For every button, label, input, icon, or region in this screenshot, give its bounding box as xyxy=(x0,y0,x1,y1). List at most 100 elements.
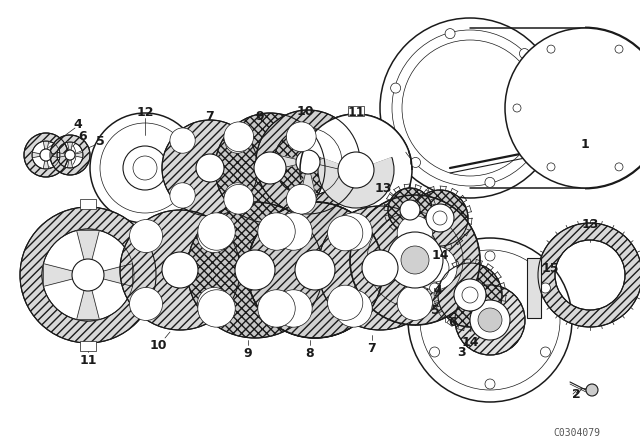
Circle shape xyxy=(547,163,555,171)
Text: 9: 9 xyxy=(256,109,264,122)
Text: 3: 3 xyxy=(458,345,467,358)
Text: 9: 9 xyxy=(244,346,252,359)
Circle shape xyxy=(426,204,454,232)
Circle shape xyxy=(388,188,432,232)
Circle shape xyxy=(505,28,640,188)
Polygon shape xyxy=(77,230,99,259)
Circle shape xyxy=(224,122,253,151)
Circle shape xyxy=(318,206,442,330)
Circle shape xyxy=(300,114,412,226)
Text: 10: 10 xyxy=(149,339,167,352)
Circle shape xyxy=(215,113,325,223)
Circle shape xyxy=(335,290,372,327)
Polygon shape xyxy=(275,155,296,170)
Circle shape xyxy=(187,202,323,338)
Circle shape xyxy=(397,285,433,320)
Circle shape xyxy=(275,290,312,327)
Text: 7: 7 xyxy=(205,109,214,122)
Text: 4: 4 xyxy=(434,284,442,297)
Polygon shape xyxy=(44,263,72,286)
Circle shape xyxy=(196,154,224,182)
Text: C0304079: C0304079 xyxy=(553,428,600,438)
Circle shape xyxy=(408,238,572,402)
Circle shape xyxy=(198,290,236,327)
Wedge shape xyxy=(50,135,90,175)
Circle shape xyxy=(485,379,495,389)
Circle shape xyxy=(413,246,457,290)
Text: 14: 14 xyxy=(431,249,449,262)
Text: 1: 1 xyxy=(580,138,589,151)
Circle shape xyxy=(198,213,236,250)
Circle shape xyxy=(198,288,230,320)
Circle shape xyxy=(540,347,550,357)
Polygon shape xyxy=(300,129,316,150)
Circle shape xyxy=(397,215,433,251)
Circle shape xyxy=(520,48,529,59)
Circle shape xyxy=(120,210,240,330)
Text: 6: 6 xyxy=(449,315,458,328)
Bar xyxy=(238,263,250,277)
Circle shape xyxy=(247,202,383,338)
Circle shape xyxy=(586,384,598,396)
Polygon shape xyxy=(44,161,49,169)
Circle shape xyxy=(397,230,473,306)
Circle shape xyxy=(454,279,486,311)
Circle shape xyxy=(44,139,76,171)
Text: 12: 12 xyxy=(136,105,154,119)
Circle shape xyxy=(421,254,449,282)
Circle shape xyxy=(523,46,640,170)
Circle shape xyxy=(170,128,195,153)
Circle shape xyxy=(224,185,253,214)
Polygon shape xyxy=(104,263,132,286)
Circle shape xyxy=(295,250,335,290)
Circle shape xyxy=(390,83,401,93)
Circle shape xyxy=(485,177,495,187)
Circle shape xyxy=(170,183,195,208)
Circle shape xyxy=(429,283,440,293)
Text: 13: 13 xyxy=(374,181,392,194)
Circle shape xyxy=(410,157,420,168)
Circle shape xyxy=(287,185,316,214)
Circle shape xyxy=(400,200,420,220)
Polygon shape xyxy=(44,141,49,149)
Circle shape xyxy=(50,145,70,165)
Polygon shape xyxy=(300,174,316,195)
Circle shape xyxy=(401,246,429,274)
Circle shape xyxy=(485,251,495,261)
Text: 4: 4 xyxy=(74,117,83,130)
Circle shape xyxy=(225,183,250,208)
Text: 5: 5 xyxy=(431,303,440,316)
Circle shape xyxy=(328,285,363,320)
Circle shape xyxy=(412,190,468,246)
Wedge shape xyxy=(303,114,408,170)
Circle shape xyxy=(328,215,363,251)
Circle shape xyxy=(40,149,52,161)
Circle shape xyxy=(405,238,465,298)
Polygon shape xyxy=(67,160,72,168)
Circle shape xyxy=(540,123,549,133)
Circle shape xyxy=(350,195,480,325)
Circle shape xyxy=(438,263,502,327)
Circle shape xyxy=(547,45,555,53)
Bar xyxy=(80,341,96,351)
Circle shape xyxy=(90,113,200,223)
Circle shape xyxy=(478,308,502,332)
Bar xyxy=(80,199,96,209)
Bar xyxy=(527,258,541,318)
Circle shape xyxy=(455,285,525,355)
Circle shape xyxy=(387,232,443,288)
Circle shape xyxy=(129,288,163,320)
Polygon shape xyxy=(57,152,65,158)
Circle shape xyxy=(129,220,163,253)
Circle shape xyxy=(235,250,275,290)
Circle shape xyxy=(133,156,157,180)
Circle shape xyxy=(338,152,374,188)
Text: 14: 14 xyxy=(461,336,479,349)
Circle shape xyxy=(65,150,75,160)
Wedge shape xyxy=(24,133,68,177)
Wedge shape xyxy=(256,110,360,214)
Polygon shape xyxy=(77,290,99,319)
Wedge shape xyxy=(538,223,640,327)
Circle shape xyxy=(513,104,521,112)
Circle shape xyxy=(540,283,550,293)
